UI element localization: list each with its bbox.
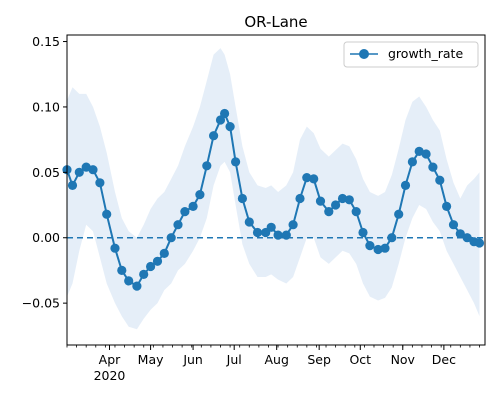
data-point: [195, 190, 205, 200]
data-point: [110, 243, 120, 253]
data-point: [331, 200, 341, 210]
data-point: [400, 180, 411, 190]
data-point: [288, 220, 298, 230]
data-point: [202, 161, 212, 171]
data-point: [324, 207, 334, 217]
y-tick-label: −0.05: [22, 296, 60, 311]
data-point: [344, 195, 354, 205]
data-point: [421, 149, 431, 159]
y-tick-label: 0.10: [32, 99, 60, 114]
x-tick-label: Oct: [349, 352, 371, 367]
data-point: [462, 233, 472, 243]
x-tick-label: Jun: [182, 352, 203, 367]
data-point: [380, 243, 390, 253]
data-point: [252, 227, 263, 238]
data-point: [407, 157, 417, 167]
data-point: [67, 180, 78, 190]
data-point: [266, 222, 276, 232]
x-tick-label: Nov: [391, 352, 416, 367]
legend-marker-swatch: [359, 49, 369, 59]
data-point: [358, 227, 368, 238]
x-tick-label: May: [138, 352, 164, 367]
data-point: [387, 233, 397, 243]
data-point: [273, 230, 283, 240]
legend-label: growth_rate: [388, 46, 463, 61]
data-point: [180, 207, 190, 217]
data-point: [281, 230, 291, 240]
data-point: [448, 220, 459, 230]
data-point: [188, 201, 198, 211]
data-point: [231, 157, 241, 167]
y-axis: −0.05 0.00 0.05 0.10 0.15: [22, 34, 67, 311]
data-point: [88, 165, 98, 175]
data-point: [173, 220, 183, 230]
data-point: [302, 173, 312, 183]
data-point: [309, 174, 319, 184]
data-point: [159, 248, 169, 258]
data-point: [225, 122, 235, 132]
data-point: [455, 229, 465, 239]
data-point: [315, 196, 326, 206]
data-point: [220, 108, 230, 119]
data-point: [244, 217, 254, 227]
data-point: [365, 241, 375, 251]
data-point: [166, 233, 176, 243]
series-layer: [62, 108, 485, 291]
data-point: [295, 193, 305, 204]
data-point: [237, 193, 247, 204]
data-point: [132, 281, 142, 291]
chart-title: OR-Lane: [244, 13, 307, 31]
data-point: [394, 209, 404, 219]
data-point: [152, 256, 163, 266]
data-point: [351, 207, 361, 217]
x-tick-label: Sep: [307, 352, 331, 367]
data-point: [124, 276, 134, 286]
x-tick-label: Dec: [432, 352, 456, 367]
data-point: [442, 201, 452, 211]
x-tick-label: Aug: [264, 352, 288, 367]
data-point: [435, 175, 445, 185]
data-point: [139, 269, 149, 279]
data-point: [428, 162, 438, 172]
confidence-band-layer: [67, 48, 480, 330]
y-tick-label: 0.15: [32, 34, 60, 49]
data-point: [74, 167, 84, 177]
plot-frame: [66, 34, 486, 346]
y-tick-label: 0.00: [32, 230, 60, 245]
x-tick-sublabel: 2020: [94, 368, 126, 383]
legend: growth_rate: [343, 41, 479, 68]
legend-box: [343, 41, 479, 68]
data-point: [209, 131, 219, 141]
data-point: [117, 265, 127, 275]
y-tick-label: 0.05: [32, 165, 60, 180]
data-point: [337, 193, 348, 204]
confidence-band: [67, 48, 480, 330]
data-point: [146, 261, 156, 272]
data-point: [414, 146, 424, 156]
data-point: [373, 244, 383, 255]
x-tick-label: Apr: [99, 352, 121, 367]
data-point: [474, 238, 485, 248]
x-tick-label: Jul: [226, 352, 242, 367]
data-point: [95, 178, 105, 188]
data-point: [102, 209, 112, 219]
